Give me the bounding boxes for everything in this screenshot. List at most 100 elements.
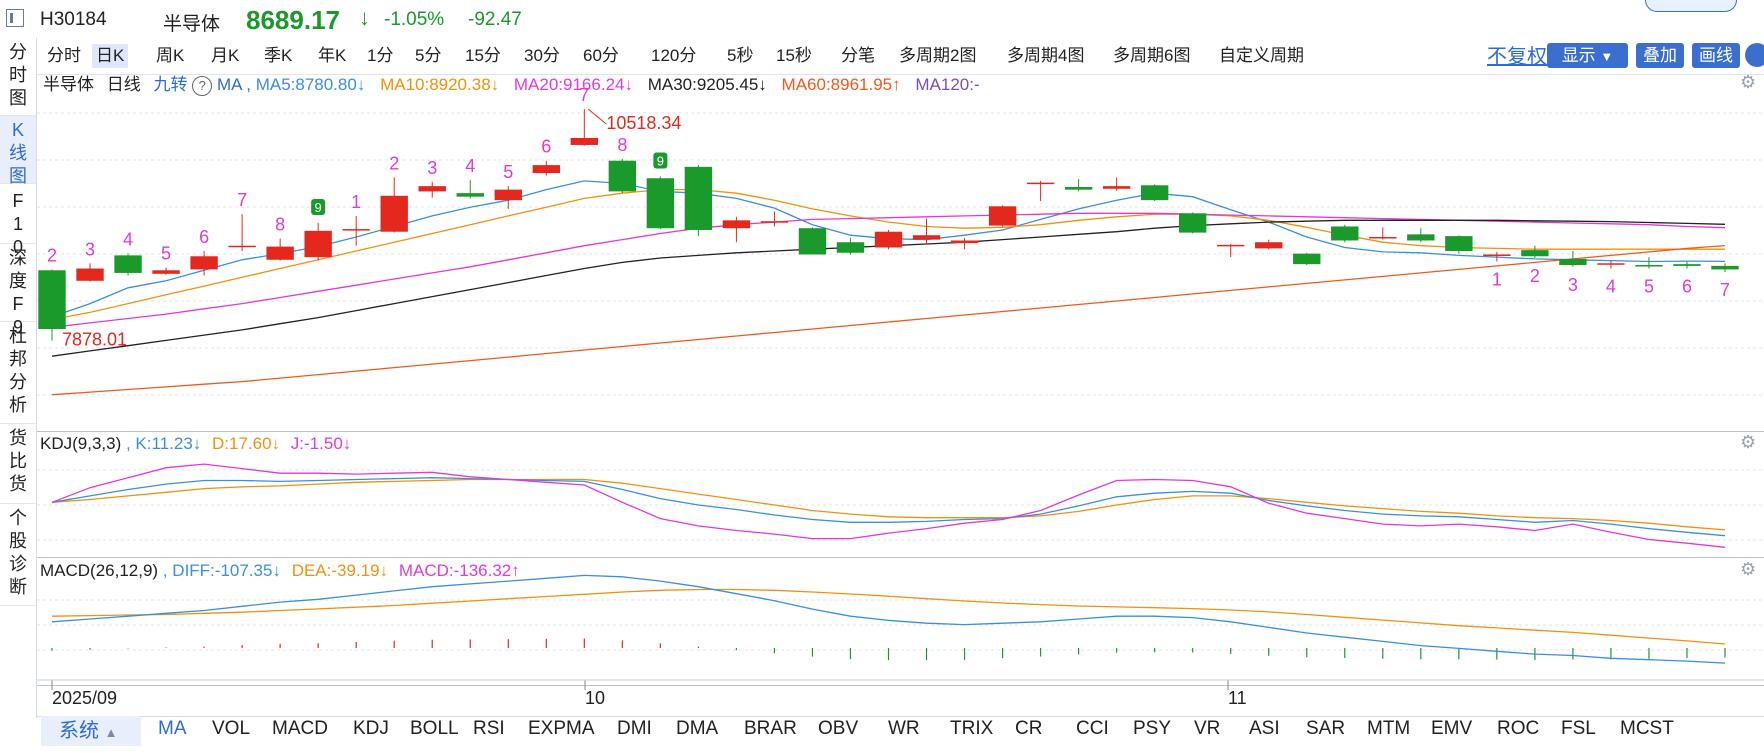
indicator-obv[interactable]: OBV: [818, 718, 859, 739]
candle-body[interactable]: [608, 160, 637, 192]
candle-body[interactable]: [494, 189, 522, 201]
tab-multi2[interactable]: 多周期2图: [899, 46, 977, 65]
gear-icon[interactable]: ⚙: [1740, 559, 1757, 579]
candle-body[interactable]: [1597, 263, 1625, 265]
candle-body[interactable]: [342, 229, 370, 231]
help-icon[interactable]: ?: [192, 76, 213, 96]
candle-body[interactable]: [380, 195, 408, 232]
candle-body[interactable]: [304, 230, 332, 258]
candle-body[interactable]: [1521, 250, 1549, 257]
indicator-roc[interactable]: ROC: [1497, 718, 1540, 739]
tab-multi4[interactable]: 多周期4图: [1007, 46, 1085, 65]
indicator-macd[interactable]: MACD: [272, 718, 328, 739]
tab-5min[interactable]: 5分: [415, 46, 442, 65]
tab-15min[interactable]: 15分: [465, 46, 501, 65]
indicator-kdj[interactable]: KDJ: [353, 718, 389, 739]
indicator-asi[interactable]: ASI: [1249, 718, 1280, 739]
indicator-wr[interactable]: WR: [888, 718, 920, 739]
candle-body[interactable]: [266, 246, 294, 260]
indicator-dma[interactable]: DMA: [676, 718, 719, 739]
candle-body[interactable]: [114, 255, 142, 273]
candle-body[interactable]: [1445, 236, 1473, 251]
candle-body[interactable]: [760, 221, 789, 223]
candle-body[interactable]: [38, 270, 66, 330]
candle-body[interactable]: [1635, 265, 1663, 267]
candle-body[interactable]: [874, 231, 903, 248]
draw-line-button[interactable]: 画线: [1692, 43, 1740, 68]
candle-body[interactable]: [1102, 186, 1131, 189]
nav-kline-chart[interactable]: K线图: [0, 116, 36, 186]
tab-multi6[interactable]: 多周期6图: [1113, 46, 1191, 65]
candle-body[interactable]: [228, 245, 256, 248]
indicator-sar[interactable]: SAR: [1306, 718, 1346, 739]
panel-toggle-icon[interactable]: [6, 9, 24, 27]
tab-5sec[interactable]: 5秒: [727, 46, 754, 65]
candle-body[interactable]: [912, 235, 941, 240]
tab-custom-period[interactable]: 自定义周期: [1219, 46, 1304, 65]
gear-icon[interactable]: ⚙: [1740, 432, 1757, 452]
tab-quarterly[interactable]: 季K: [264, 46, 293, 65]
indicator-expma[interactable]: EXPMA: [528, 718, 595, 739]
indicator-rsi[interactable]: RSI: [473, 718, 505, 739]
candle-body[interactable]: [152, 270, 180, 274]
tab-1min[interactable]: 1分: [367, 46, 394, 65]
candle-body[interactable]: [1178, 213, 1207, 233]
indicator-vol[interactable]: VOL: [212, 718, 251, 739]
legend-jiuzhuan[interactable]: 九转: [153, 75, 188, 94]
candle-body[interactable]: [1483, 254, 1511, 257]
indicator-dmi[interactable]: DMI: [617, 718, 652, 739]
candle-body[interactable]: [646, 178, 675, 229]
candle-body[interactable]: [1217, 244, 1245, 247]
nav-compare[interactable]: 货比货: [0, 424, 36, 504]
nav-diagnosis[interactable]: 个股诊断: [0, 504, 36, 606]
candle-body[interactable]: [1026, 182, 1055, 185]
candle-body[interactable]: [1064, 187, 1093, 190]
system-dropdown[interactable]: 系统 ▲: [41, 716, 141, 746]
tab-tick[interactable]: 分笔: [841, 46, 875, 65]
candle-body[interactable]: [456, 193, 484, 197]
candle-body[interactable]: [1559, 258, 1587, 266]
candle-body[interactable]: [836, 242, 865, 253]
indicator-trix[interactable]: TRIX: [950, 718, 994, 739]
candle-body[interactable]: [798, 228, 827, 255]
tab-minute[interactable]: 分时: [47, 46, 81, 65]
overlay-button[interactable]: 叠加: [1636, 43, 1684, 68]
tab-120min[interactable]: 120分: [651, 46, 697, 65]
candle-body[interactable]: [1293, 253, 1321, 265]
candle-body[interactable]: [418, 186, 446, 192]
nav-f10[interactable]: F10: [0, 184, 36, 257]
candle-body[interactable]: [950, 240, 979, 244]
indicator-vr[interactable]: VR: [1194, 718, 1221, 739]
refresh-icon[interactable]: [1745, 43, 1764, 67]
indicator-psy[interactable]: PSY: [1133, 718, 1172, 739]
nav-dupont[interactable]: 杜邦分析: [0, 322, 36, 424]
tab-15sec[interactable]: 15秒: [776, 46, 812, 65]
candle-body[interactable]: [1711, 265, 1739, 270]
nav-depth-f9[interactable]: 深度F9: [0, 244, 36, 337]
indicator-brar[interactable]: BRAR: [744, 718, 797, 739]
indicator-cci[interactable]: CCI: [1076, 718, 1109, 739]
candle-body[interactable]: [684, 166, 713, 230]
indicator-ma[interactable]: MA: [158, 718, 187, 739]
nav-minute-chart[interactable]: 分时图: [0, 38, 36, 116]
candle-body[interactable]: [1673, 264, 1701, 266]
indicator-emv[interactable]: EMV: [1431, 718, 1473, 739]
tab-daily[interactable]: 日K: [92, 44, 129, 68]
candle-body[interactable]: [1407, 234, 1435, 241]
indicator-mtm[interactable]: MTM: [1367, 718, 1411, 739]
candle-body[interactable]: [190, 256, 218, 270]
candle-body[interactable]: [532, 165, 560, 173]
candle-body[interactable]: [570, 137, 599, 145]
candle-body[interactable]: [1140, 185, 1169, 201]
candle-body[interactable]: [1331, 226, 1359, 241]
tab-monthly[interactable]: 月K: [211, 46, 240, 65]
tab-60min[interactable]: 60分: [583, 46, 619, 65]
indicator-boll[interactable]: BOLL: [410, 718, 459, 739]
candle-body[interactable]: [1369, 236, 1397, 239]
tab-weekly[interactable]: 周K: [156, 46, 185, 65]
indicator-mcst[interactable]: MCST: [1620, 718, 1674, 739]
candle-body[interactable]: [988, 206, 1017, 226]
display-button[interactable]: 显示 ▼: [1547, 43, 1628, 68]
candle-body[interactable]: [1255, 242, 1283, 249]
